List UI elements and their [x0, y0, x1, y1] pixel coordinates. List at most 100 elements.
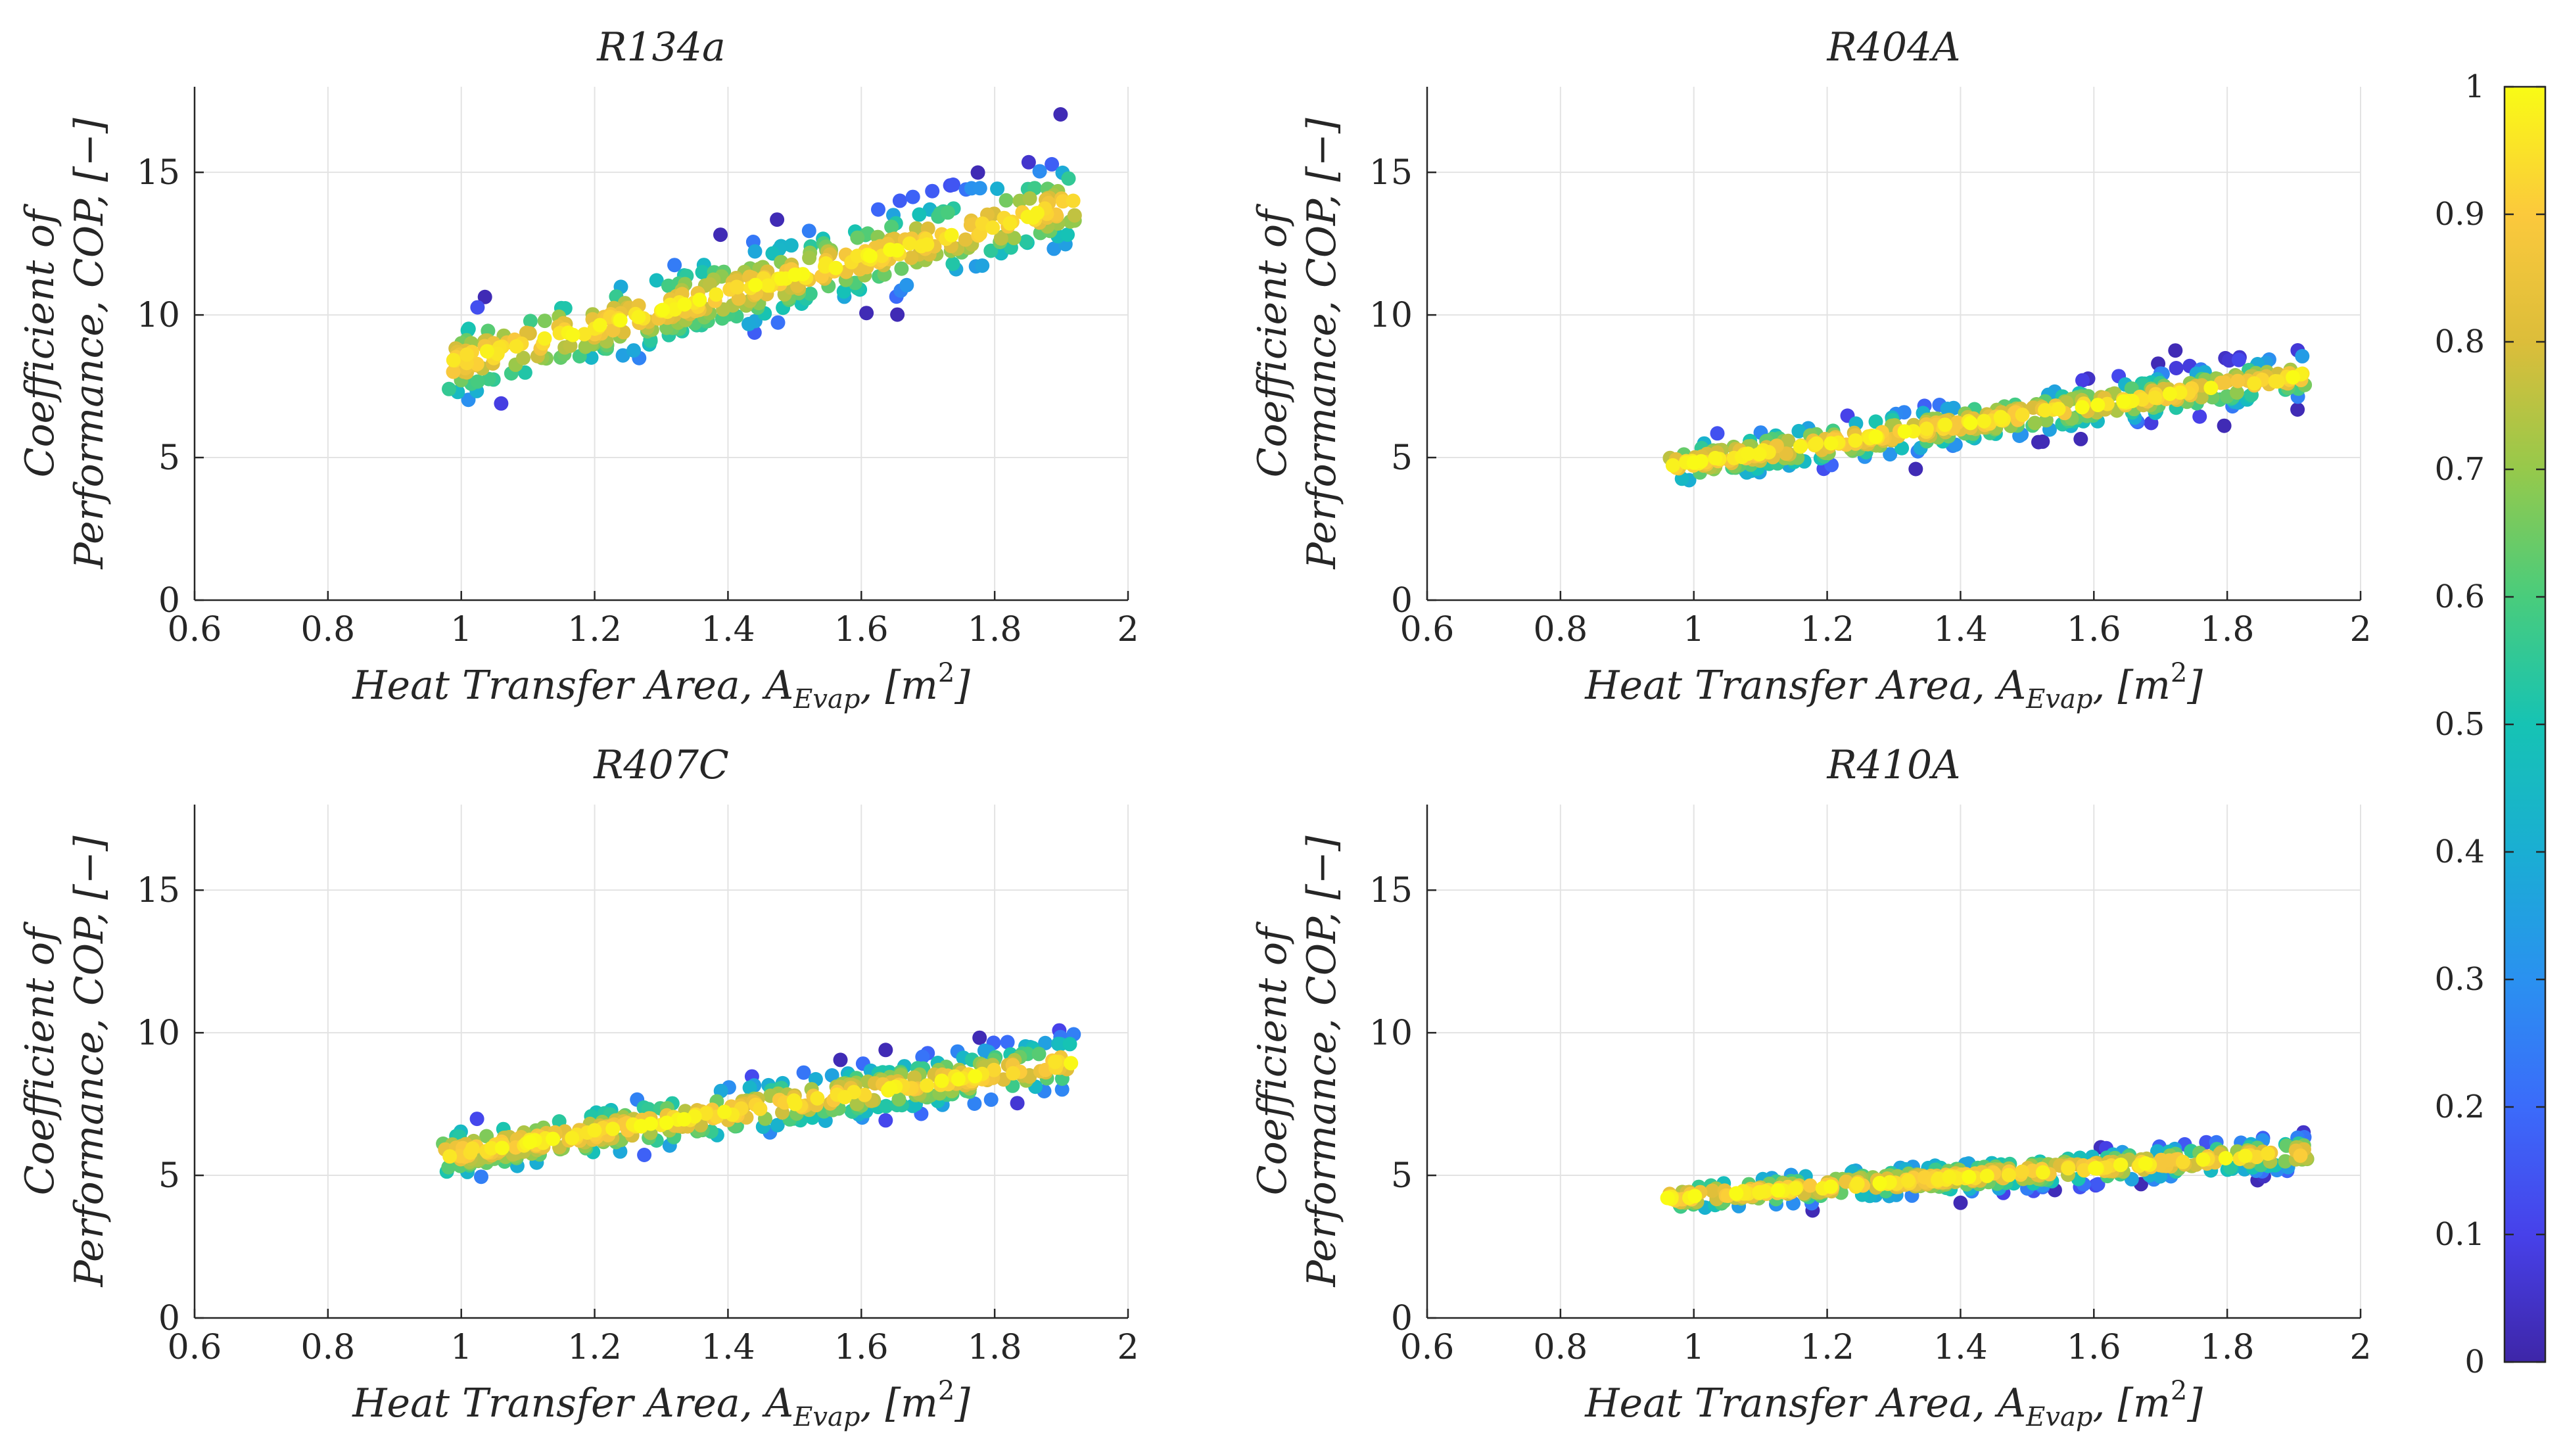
data-point: [563, 339, 578, 354]
data-point: [1054, 1082, 1070, 1097]
x-tick-label: 1.8: [2200, 1328, 2255, 1367]
data-point: [985, 220, 1000, 235]
y-axis-label-line2: Performance, COP, [−]: [66, 118, 112, 570]
data-point: [2286, 370, 2301, 385]
x-tick-label: 0.6: [1400, 610, 1455, 649]
data-point: [2192, 409, 2207, 424]
data-point: [469, 1112, 484, 1127]
y-tick-label: 5: [1391, 438, 1413, 478]
x-tick-label: 0.8: [301, 610, 356, 649]
colorbar-tick-label: 0.6: [2435, 578, 2485, 615]
data-point: [1848, 433, 1863, 448]
x-axis-label: Heat Transfer Area, AEvap, [m2]: [1584, 658, 2203, 715]
data-point: [2290, 402, 2305, 417]
data-point: [709, 287, 724, 302]
data-point: [862, 248, 878, 264]
data-point: [2249, 1150, 2264, 1165]
data-point: [1064, 1056, 1079, 1071]
data-point: [729, 279, 744, 294]
data-point: [713, 227, 728, 243]
data-point: [2116, 394, 2131, 409]
data-point: [2199, 1135, 2214, 1150]
data-point: [958, 232, 973, 247]
y-tick-label: 0: [158, 1299, 180, 1338]
x-tick-label: 1.6: [2067, 1328, 2121, 1367]
data-point: [1000, 1035, 1015, 1050]
data-point: [1919, 421, 1934, 436]
data-point: [1824, 1179, 1839, 1194]
data-point: [465, 1141, 480, 1156]
data-point: [899, 277, 914, 293]
data-point: [615, 348, 630, 363]
data-point: [1061, 171, 1076, 186]
data-point: [890, 307, 905, 322]
x-axis-label: Heat Transfer Area, AEvap, [m2]: [1584, 1376, 2203, 1432]
data-point: [2075, 373, 2090, 388]
data-point: [770, 1117, 785, 1133]
data-point: [1940, 402, 1955, 416]
data-point: [565, 327, 580, 342]
x-tick-label: 1: [1683, 610, 1705, 649]
data-point: [2138, 1156, 2153, 1171]
data-point: [1062, 1037, 1077, 1052]
x-tick-label: 1.6: [2067, 610, 2121, 649]
data-point: [884, 220, 899, 235]
data-point: [945, 256, 960, 271]
y-tick-label: 0: [1391, 581, 1413, 621]
data-point: [784, 238, 799, 253]
x-tick-label: 0.8: [1534, 610, 1588, 649]
data-point: [2162, 387, 2177, 402]
data-point: [442, 381, 456, 396]
data-point: [519, 325, 534, 341]
data-point: [1897, 424, 1912, 439]
colorbar-tick-label: 0.9: [2435, 196, 2485, 233]
data-point: [796, 1065, 811, 1080]
data-point: [1010, 1096, 1025, 1111]
data-point: [523, 314, 538, 329]
data-point: [1686, 455, 1701, 470]
data-point: [2077, 1163, 2092, 1178]
colorbar-tick-label: 0.8: [2435, 323, 2485, 360]
data-point: [481, 371, 496, 387]
data-point: [1021, 154, 1036, 170]
data-point: [2090, 398, 2106, 413]
colorbar: 0 0.1 0.2 0.3 0.4 0.5 0.6 0.7 0.8 0.9 1: [2435, 68, 2547, 1380]
data-point: [1022, 191, 1037, 206]
colorbar-tick-label: 0: [2464, 1344, 2485, 1380]
data-point: [587, 1123, 602, 1138]
colorbar-tick-label: 0.2: [2435, 1089, 2485, 1125]
x-tick-label: 1: [1683, 1328, 1705, 1367]
data-point: [1038, 1035, 1053, 1050]
data-point: [655, 302, 670, 317]
data-point: [565, 1131, 580, 1146]
data-point: [584, 350, 599, 365]
x-tick-label: 2: [1117, 610, 1139, 649]
data-point: [747, 244, 763, 259]
data-point: [1032, 164, 1047, 179]
data-point: [878, 1043, 893, 1058]
data-point: [537, 331, 552, 346]
data-point: [1793, 439, 1808, 454]
data-point: [1066, 193, 1081, 208]
data-point: [1708, 450, 1723, 465]
chart-panel-r404a: 0.6 0.8 1 1.2 1.4 1.6 1.8 2 0 5 10 15 R404A Heat Tran…: [1250, 24, 2372, 715]
data-point: [1705, 1183, 1720, 1198]
data-point: [2051, 402, 2066, 417]
data-point: [1018, 234, 1033, 249]
plot-area: [195, 87, 1128, 600]
data-point: [637, 1148, 652, 1162]
x-tick-label: 1: [450, 610, 472, 649]
data-point: [441, 1160, 456, 1175]
data-point: [1045, 156, 1060, 172]
data-point: [905, 189, 920, 204]
data-point: [1908, 461, 1923, 477]
data-point: [2035, 1165, 2050, 1180]
data-point: [692, 293, 707, 308]
data-point: [904, 250, 919, 266]
data-point: [1993, 410, 2008, 425]
x-tick-label: 1: [450, 1328, 472, 1367]
data-point: [1020, 209, 1035, 224]
data-point: [967, 1096, 982, 1111]
data-point: [676, 1112, 692, 1127]
